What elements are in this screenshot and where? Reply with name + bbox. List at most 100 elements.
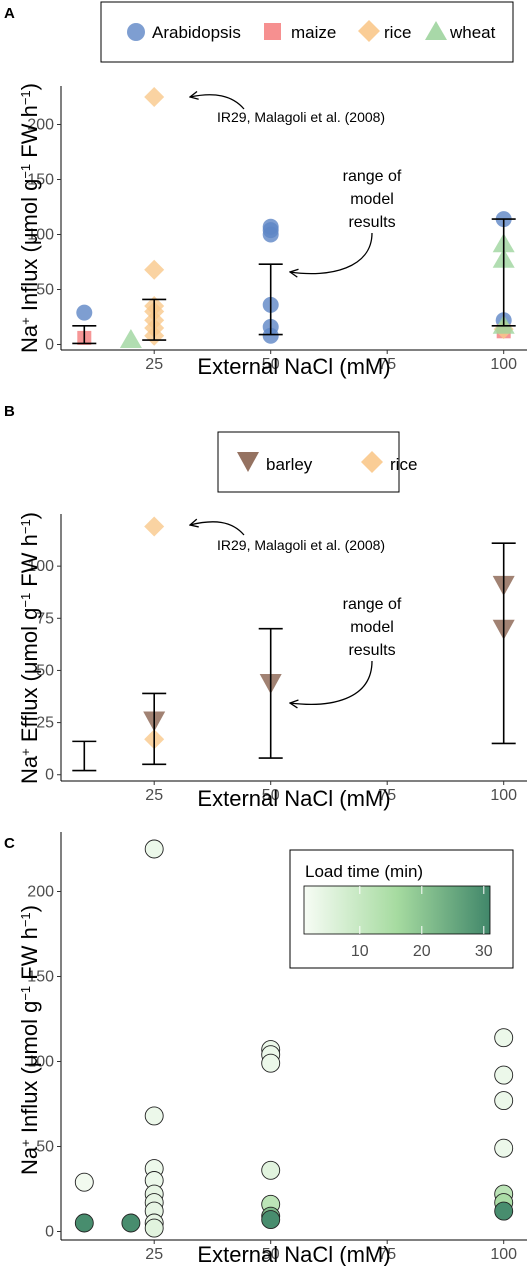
point-c	[261, 1053, 281, 1073]
annotation-range-a-3: results	[348, 214, 395, 231]
x-tick-label-a: 75	[378, 356, 396, 373]
legend-b-barley-key	[237, 452, 259, 472]
panel-a-letter: A	[4, 5, 15, 22]
x-tick-label-a: 25	[145, 356, 163, 373]
y-tick-label-a: 0	[45, 337, 54, 354]
point-c	[74, 1172, 94, 1192]
colorbar-ticks: 10 20 30	[351, 886, 493, 960]
legend-a-rice-key	[358, 20, 380, 42]
x-tick-label-b: 75	[378, 787, 396, 804]
x-tick-label-b: 25	[145, 787, 163, 804]
y-axis-title-b: Na+ Efflux (μmol g−1 FW h−1)	[17, 512, 42, 784]
y-tick-label-a: 50	[36, 282, 54, 299]
x-tick-label-b: 100	[490, 787, 517, 804]
y-tick-label-c: 0	[45, 1224, 54, 1241]
annotation-range-b-1: range of	[343, 596, 402, 613]
points-c	[74, 839, 514, 1238]
point-a-arabidopsis	[76, 304, 93, 321]
y-tick-label-c: 50	[36, 1139, 54, 1156]
x-tick-label-c: 25	[145, 1246, 163, 1263]
annotation-range-a-1: range of	[343, 168, 402, 185]
annotation-ir29-b: IR29, Malagoli et al. (2008)	[217, 537, 385, 553]
annotation-ir29-a: IR29, Malagoli et al. (2008)	[217, 109, 385, 125]
point-a-rice	[144, 87, 165, 107]
point-c	[261, 1160, 281, 1180]
range-bar-a	[72, 324, 97, 345]
panel-b-letter: B	[4, 403, 15, 420]
y-tick-label-a: 200	[27, 117, 54, 134]
x-tick-label-c: 75	[378, 1246, 396, 1263]
range-bar-b	[258, 627, 283, 759]
y-axis-title-c: Na+ Influx (μmol g−1 FW h−1)	[17, 905, 42, 1175]
panel-a: A Arabidopsis maize rice wheat 25 50 75 100…	[4, 1, 527, 379]
point-c	[144, 1106, 164, 1126]
point-a-rice	[144, 259, 165, 280]
range-bar-b	[491, 542, 516, 745]
y-tick-label-c: 100	[27, 1054, 54, 1071]
colorbar-tick-label: 30	[475, 943, 493, 960]
legend-b: barley rice rice	[217, 431, 417, 493]
range-bar-a	[142, 298, 167, 341]
y-tick-label-c: 200	[27, 884, 54, 901]
annotation-arrow-range-a	[290, 232, 373, 274]
panel-b: B barley rice rice 25 50 75 100 0 25 50 75 100 E…	[4, 403, 527, 811]
y-tick-label-b: 100	[27, 558, 54, 575]
x-tick-label-c: 50	[262, 1246, 280, 1263]
y-tick-label-b: 0	[45, 767, 54, 784]
legend-a-maize-label: maize	[291, 23, 336, 42]
legend-a-arabidopsis-key	[127, 23, 145, 41]
colorbar-tick-label: 20	[413, 943, 431, 960]
x-axis-title-a: External NaCl (mM)	[197, 354, 390, 379]
y-axis-title-a: Na+ Influx (μmol g−1 FW h−1)	[17, 83, 42, 353]
x-axis-title-b: External NaCl (mM)	[197, 786, 390, 811]
ticks-c: 25 50 75 100 0 50 100 150 200	[27, 884, 517, 1264]
annotation-arrow-ir29-b	[190, 522, 245, 536]
point-c	[74, 1213, 94, 1233]
point-c	[494, 1201, 514, 1221]
points-a	[76, 87, 515, 348]
point-c	[494, 1065, 514, 1085]
colorbar-title: Load time (min)	[305, 862, 423, 881]
annotation-range-a-2: model	[350, 191, 394, 208]
point-a-arabidopsis	[262, 327, 279, 344]
legend-a-maize-key	[264, 23, 281, 40]
colorbar-gradient	[303, 885, 491, 935]
point-b-rice	[144, 516, 165, 537]
legend-b-rice-key	[361, 451, 383, 473]
panel-c: C 25 50 75 100 0 50 100 150 200 Load time (min) …	[4, 832, 527, 1266]
range-bar-a	[258, 263, 283, 336]
colorbar-legend: Load time (min) 10 20 30	[289, 849, 514, 969]
annotation-arrow-ir29-a	[190, 95, 245, 110]
annotation-range-b-2: model	[350, 619, 394, 636]
y-tick-label-b: 25	[36, 715, 54, 732]
panel-c-letter: C	[4, 835, 15, 852]
point-c	[144, 839, 164, 859]
point-c	[144, 1218, 164, 1238]
range-bar-b	[142, 692, 167, 766]
y-tick-label-b: 75	[36, 610, 54, 627]
point-a-wheat	[119, 329, 142, 348]
legend-a-rice-label: rice	[384, 23, 411, 42]
legend-a-wheat-label: wheat	[449, 23, 496, 42]
legend-b-rice-label-visible: rice	[390, 455, 417, 474]
legend-b-barley-label: barley	[266, 455, 313, 474]
ticks-a: 25 50 75 100 0 50 100 150 200	[27, 117, 517, 374]
legend-a-wheat-key	[425, 21, 447, 40]
x-tick-label-b: 50	[262, 787, 280, 804]
x-axis-title-c: External NaCl (mM)	[197, 1242, 390, 1266]
legend-a: Arabidopsis maize rice wheat	[100, 1, 514, 63]
legend-a-box	[100, 1, 514, 63]
range-bars-a	[72, 218, 516, 345]
point-c	[121, 1213, 141, 1233]
annotation-arrow-range-b	[290, 660, 373, 704]
range-bar-b	[72, 740, 97, 772]
legend-a-arabidopsis-label: Arabidopsis	[152, 23, 241, 42]
y-tick-label-a: 100	[27, 227, 54, 244]
y-tick-label-c: 150	[27, 969, 54, 986]
range-bar-a	[491, 218, 516, 327]
range-bars-b	[72, 542, 516, 772]
annotation-range-b-3: results	[348, 642, 395, 659]
point-a-arabidopsis	[262, 226, 279, 243]
x-tick-label-c: 100	[490, 1246, 517, 1263]
